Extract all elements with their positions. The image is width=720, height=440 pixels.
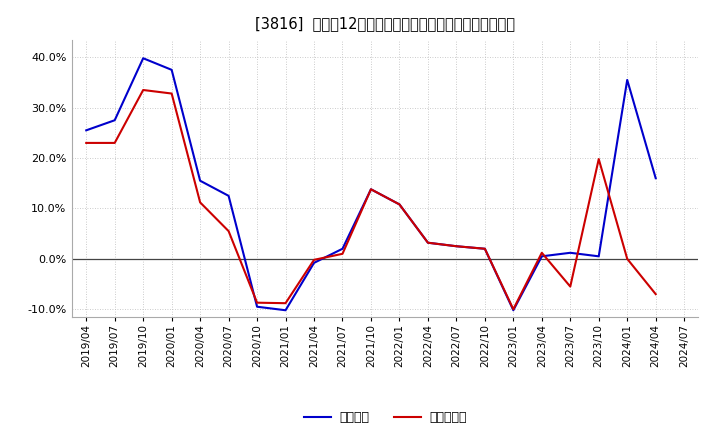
経常利益 (537, 254, 546, 259)
経常利益 (509, 308, 518, 313)
Line: 経常利益: 経常利益 (86, 58, 656, 310)
経常利益 (139, 55, 148, 61)
経常利益 (623, 77, 631, 83)
経常利益 (110, 117, 119, 123)
当期純利益 (338, 251, 347, 257)
当期純利益 (623, 256, 631, 261)
当期純利益 (566, 284, 575, 289)
経常利益 (167, 67, 176, 73)
当期純利益 (310, 257, 318, 263)
Title: [3816]  利益の12か月移動合計の対前年同期増減率の推移: [3816] 利益の12か月移動合計の対前年同期増減率の推移 (255, 16, 516, 32)
経常利益 (566, 250, 575, 256)
経常利益 (310, 260, 318, 265)
当期純利益 (110, 140, 119, 146)
経常利益 (452, 244, 461, 249)
当期純利益 (196, 200, 204, 205)
経常利益 (480, 246, 489, 251)
Legend: 経常利益, 当期純利益: 経常利益, 当期純利益 (299, 406, 472, 429)
経常利益 (196, 178, 204, 183)
当期純利益 (423, 240, 432, 246)
当期純利益 (282, 301, 290, 306)
当期純利益 (652, 291, 660, 297)
経常利益 (282, 308, 290, 313)
経常利益 (82, 128, 91, 133)
当期純利益 (139, 88, 148, 93)
当期純利益 (595, 156, 603, 161)
当期純利益 (225, 228, 233, 234)
当期純利益 (82, 140, 91, 146)
経常利益 (338, 246, 347, 251)
経常利益 (225, 193, 233, 198)
Line: 当期純利益: 当期純利益 (86, 90, 656, 309)
経常利益 (652, 176, 660, 181)
経常利益 (423, 240, 432, 246)
当期純利益 (537, 250, 546, 256)
経常利益 (595, 254, 603, 259)
当期純利益 (452, 244, 461, 249)
経常利益 (395, 202, 404, 207)
当期純利益 (366, 187, 375, 192)
経常利益 (253, 304, 261, 309)
当期純利益 (395, 202, 404, 207)
当期純利益 (167, 91, 176, 96)
経常利益 (366, 187, 375, 192)
当期純利益 (253, 300, 261, 305)
当期純利益 (509, 307, 518, 312)
当期純利益 (480, 246, 489, 251)
